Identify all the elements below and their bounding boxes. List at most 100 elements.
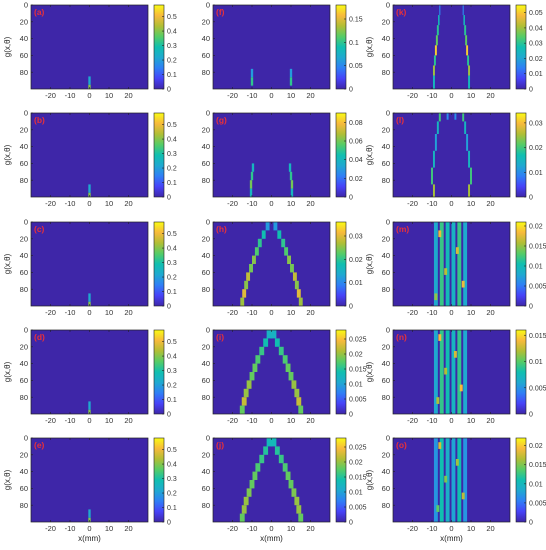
colorbar-tick-label: 0.4 xyxy=(167,462,177,469)
heatmap-cell xyxy=(274,338,280,347)
heatmap-cell xyxy=(249,480,255,489)
colorbar-tick-label: 0.4 xyxy=(167,246,177,253)
x-tick-label: 10 xyxy=(105,416,113,425)
heatmap-cell xyxy=(436,25,439,36)
y-tick-label: 60 xyxy=(382,376,390,385)
colorbar-tick-label: 0.3 xyxy=(167,151,177,158)
panel-label: (g) xyxy=(216,115,227,125)
x-tick-label: 0 xyxy=(87,416,91,425)
heatmap-cell xyxy=(240,297,245,306)
x-tick-label: -10 xyxy=(65,308,76,317)
x-tick-label: -20 xyxy=(407,91,418,100)
heatmap-cells xyxy=(249,163,294,197)
panel-label: (j) xyxy=(216,440,224,450)
heatmap-panel-l: -20 -10 0 10 20 0 20 40 60 80 g(x,θ) (l) 0 0.01 0.02 0.… xyxy=(365,109,543,208)
colorbar xyxy=(153,437,165,523)
x-tick-label: 0 xyxy=(87,524,91,533)
x-tick-label: 20 xyxy=(486,524,494,533)
colorbar-tick-label: 0.01 xyxy=(529,481,543,488)
x-tick-label: 10 xyxy=(467,91,475,100)
heatmap-cell xyxy=(290,180,294,189)
plot-background xyxy=(31,113,148,197)
x-tick-label: -10 xyxy=(65,199,76,208)
colorbar-tick-label: 0.02 xyxy=(349,176,363,183)
y-tick-label: 20 xyxy=(382,125,390,134)
x-tick-label: 20 xyxy=(306,199,314,208)
y-tick-label: 80 xyxy=(202,393,210,402)
colorbar-tick-label: 0.02 xyxy=(529,224,543,231)
colorbar-tick-label: 0.1 xyxy=(167,180,177,187)
plot-background xyxy=(213,5,330,89)
heatmap-cell xyxy=(431,167,433,185)
y-tick-label: 0 xyxy=(24,218,28,227)
heatmap-cell xyxy=(288,372,294,381)
colorbar-tick-label: 0.1 xyxy=(167,505,177,512)
y-axis-label: g(x,θ) xyxy=(3,361,12,382)
plot-background xyxy=(31,5,148,89)
heatmap-cell xyxy=(468,184,471,197)
heatmap-panel-i: -20 -10 0 10 20 0 20 40 60 80 (i) 0 0.005 0.01 0.015 0.… xyxy=(202,326,367,425)
x-tick-label: -10 xyxy=(65,416,76,425)
heatmap-cell xyxy=(249,188,253,197)
heatmap-cell xyxy=(266,438,273,447)
heatmap-cell xyxy=(454,113,457,120)
colorbar-tick-label: 0.02 xyxy=(529,443,543,450)
colorbar-tick-label: 0.05 xyxy=(349,63,363,70)
heatmap-cell xyxy=(439,438,444,522)
heatmap-cell xyxy=(445,222,450,306)
x-tick-label: 10 xyxy=(467,524,475,533)
x-tick-label: 10 xyxy=(287,308,295,317)
y-tick-label: 20 xyxy=(382,234,390,243)
heatmap-cell xyxy=(457,438,462,522)
heatmap-panel-n: -20 -10 0 10 20 0 20 40 60 80 g(x,θ) (n) 0 0.005 0.01 0… xyxy=(365,326,546,425)
heatmap-cells xyxy=(432,5,471,89)
x-tick-label: 0 xyxy=(449,308,453,317)
heatmap-cell xyxy=(455,247,459,254)
colorbar-tick-label: 0.01 xyxy=(529,170,543,177)
heatmap-panel-g: -20 -10 0 10 20 0 20 40 60 80 (g) 0 0.02 0.04 0.06 0.08 xyxy=(202,109,363,208)
heatmap-cell xyxy=(468,75,471,89)
heatmap-cell xyxy=(453,351,457,358)
heatmap-panel-m: -20 -10 0 10 20 0 20 40 60 80 g(x,θ) (m) 0 0.005 0.01 0… xyxy=(365,218,546,317)
heatmap-cell xyxy=(257,238,262,248)
heatmap-cell xyxy=(294,280,299,290)
heatmap-cell xyxy=(288,480,294,489)
heatmap-cell xyxy=(88,409,91,414)
heatmap-cell xyxy=(439,330,444,414)
heatmap-cell xyxy=(288,163,292,172)
colorbar-tick-label: 0.04 xyxy=(349,157,363,164)
y-tick-label: 20 xyxy=(202,17,210,26)
heatmap-cell xyxy=(270,438,277,447)
colorbar-tick-label: 0.1 xyxy=(167,72,177,79)
heatmap-cell xyxy=(435,35,438,46)
heatmap-cell xyxy=(243,496,249,506)
y-tick-label: 60 xyxy=(20,51,28,60)
x-tick-label: 10 xyxy=(105,308,113,317)
heatmap-cell xyxy=(444,268,448,275)
heatmap-cell xyxy=(438,113,441,122)
heatmap-cell xyxy=(88,517,91,522)
heatmap-cell xyxy=(463,330,468,414)
y-tick-label: 20 xyxy=(20,17,28,26)
colorbar-tick-label: 0.3 xyxy=(167,260,177,267)
x-tick-label: -10 xyxy=(427,308,438,317)
colorbar-tick-label: 0.015 xyxy=(529,244,546,251)
heatmap-cell xyxy=(451,330,456,414)
heatmap-cell xyxy=(255,463,261,472)
plot-background xyxy=(213,330,330,414)
y-tick-label: 40 xyxy=(382,142,390,151)
y-tick-label: 0 xyxy=(24,434,28,443)
heatmap-cell xyxy=(292,272,297,281)
heatmap-cell xyxy=(457,330,462,414)
heatmap-cell xyxy=(296,289,301,298)
x-tick-label: 0 xyxy=(449,524,453,533)
heatmap-cell xyxy=(263,338,269,347)
y-tick-label: 80 xyxy=(382,176,390,185)
x-tick-label: 20 xyxy=(124,308,132,317)
heatmap-cell xyxy=(439,222,444,306)
heatmap-cell xyxy=(433,222,438,306)
heatmap-cell xyxy=(444,367,448,375)
x-tick-label: -20 xyxy=(227,91,238,100)
heatmap-cell xyxy=(463,15,465,26)
colorbar-tick-label: 0.1 xyxy=(349,40,359,47)
